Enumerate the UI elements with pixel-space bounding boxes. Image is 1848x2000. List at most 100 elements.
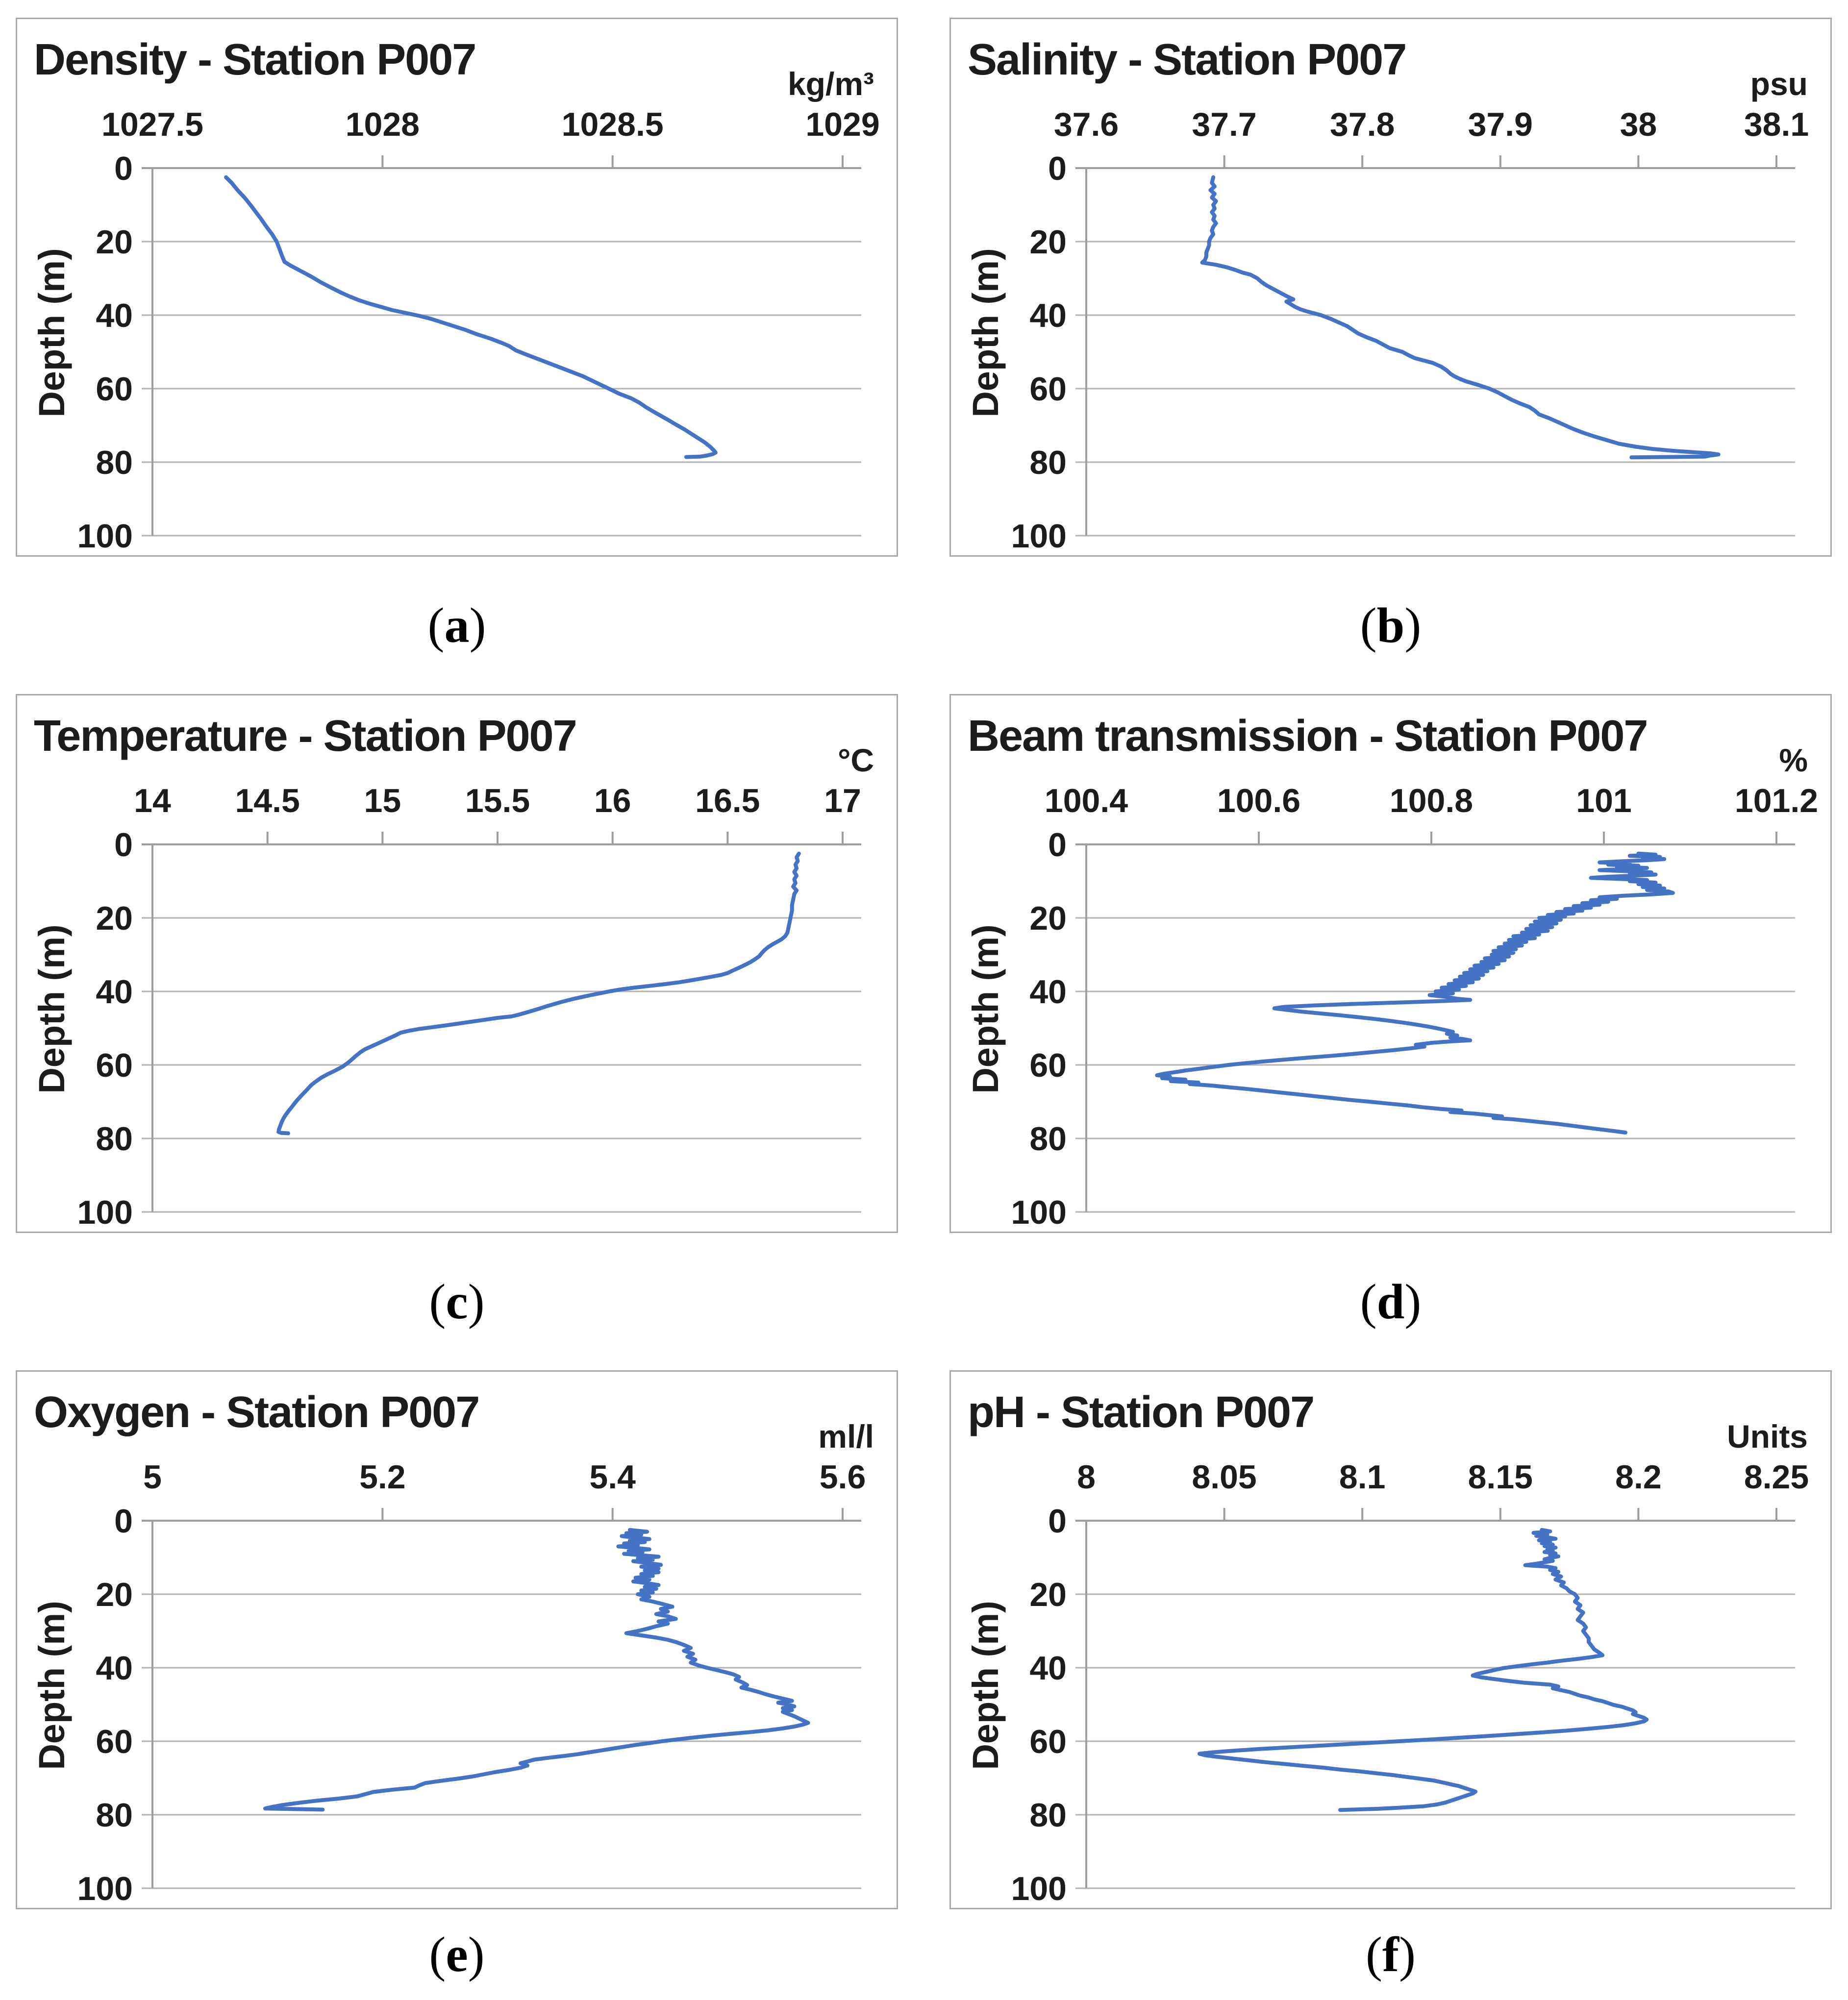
x-tick-label: 1028.5 — [562, 106, 664, 143]
x-tick-label: 8.2 — [1615, 1458, 1662, 1496]
x-tick-label: 101.2 — [1735, 782, 1818, 819]
salinity-plot: 37.6 37.7 37.8 37.9 38 38.1 0 20 40 60 80 100 Depth … — [965, 106, 1809, 555]
y-tick-label: 60 — [1029, 1723, 1067, 1760]
x-tick-label: 1028 — [346, 106, 420, 143]
unit-label-ph: Units — [1727, 1418, 1808, 1455]
caption-letter: d — [1376, 1274, 1405, 1330]
y-axis-title: Depth (m) — [965, 924, 1006, 1093]
y-axis-title: Depth (m) — [31, 924, 72, 1093]
caption-c: (c) — [16, 1233, 898, 1370]
caption-d: (d) — [949, 1233, 1832, 1370]
y-tick-label: 40 — [96, 297, 133, 334]
y-tick-label: 20 — [1029, 223, 1067, 261]
caption-e: (e) — [16, 1909, 898, 2000]
x-tick-label: 100.6 — [1217, 782, 1300, 819]
x-tick-label: 37.6 — [1054, 106, 1119, 143]
y-tick-label: 0 — [114, 826, 133, 864]
x-tick-label: 17 — [824, 782, 861, 819]
y-tick-label: 20 — [96, 900, 133, 937]
y-tick-label: 80 — [96, 444, 133, 481]
caption-paren: ( — [429, 1927, 446, 1982]
y-tick-label: 80 — [1029, 1120, 1067, 1158]
y-tick-label: 80 — [96, 1120, 133, 1158]
y-tick-label: 100 — [1011, 1870, 1067, 1907]
figure-cell-e: 5 5.2 5.4 5.6 0 20 40 60 80 100 Depth (m) Oxygen -… — [16, 1370, 898, 2000]
unit-label-oxygen: ml/l — [818, 1418, 874, 1455]
profile-line — [224, 175, 718, 459]
figure-cell-d: 100.4 100.6 100.8 101 101.2 0 20 40 60 80 100 Depth… — [949, 694, 1832, 1370]
y-axis-title: Depth (m) — [965, 1601, 1006, 1770]
caption-paren: ( — [429, 1274, 446, 1330]
unit-label-temperature: °C — [837, 742, 874, 778]
chart-panel-beam-transmission: 100.4 100.6 100.8 101 101.2 0 20 40 60 80 100 Depth… — [949, 694, 1832, 1233]
x-tick-label: 5.4 — [589, 1458, 636, 1496]
x-tick-label: 101 — [1576, 782, 1631, 819]
caption-paren: ( — [427, 597, 445, 653]
caption-letter: e — [446, 1927, 468, 1982]
figure-cell-a: 1027.5 1028 1028.5 1029 0 20 40 60 80 100 Depth (m… — [16, 18, 898, 694]
x-tick-label: 37.7 — [1192, 106, 1256, 143]
x-tick-label: 1027.5 — [101, 106, 203, 143]
caption-paren: ( — [1366, 1927, 1383, 1982]
y-tick-label: 40 — [1029, 973, 1067, 1011]
ph-plot: 8 8.05 8.1 8.15 8.2 8.25 0 20 40 60 80 100 Depth (m) — [965, 1458, 1809, 1907]
caption-letter: a — [444, 597, 470, 653]
x-tick-label: 8.25 — [1744, 1458, 1809, 1496]
figure-cell-c: 14 14.5 15 15.5 16 16.5 17 0 20 40 60 80 100 Depth (m… — [16, 694, 898, 1370]
x-tick-label: 15.5 — [465, 782, 530, 819]
caption-paren: ( — [1360, 1274, 1377, 1330]
y-tick-label: 60 — [1029, 1047, 1067, 1084]
unit-label-salinity: psu — [1750, 66, 1808, 102]
oxygen-plot: 5 5.2 5.4 5.6 0 20 40 60 80 100 Depth (m) — [31, 1458, 866, 1907]
caption-paren: ) — [1404, 597, 1422, 653]
chart-panel-oxygen: 5 5.2 5.4 5.6 0 20 40 60 80 100 Depth (m) Oxygen -… — [16, 1370, 898, 1909]
x-tick-label: 8.05 — [1192, 1458, 1256, 1496]
y-tick-label: 0 — [1048, 826, 1067, 864]
y-tick-label: 100 — [1011, 1194, 1067, 1231]
y-tick-label: 80 — [96, 1797, 133, 1834]
unit-label-density: kg/m³ — [787, 66, 874, 102]
caption-b: (b) — [949, 557, 1832, 694]
chart-panel-salinity: 37.6 37.7 37.8 37.9 38 38.1 0 20 40 60 80 100 Depth … — [949, 18, 1832, 557]
chart-panel-temperature: 14 14.5 15 15.5 16 16.5 17 0 20 40 60 80 100 Depth (m… — [16, 694, 898, 1233]
y-tick-label: 20 — [1029, 1576, 1067, 1613]
caption-f: (f) — [949, 1909, 1832, 2000]
y-tick-label: 100 — [77, 1870, 133, 1907]
y-tick-label: 0 — [1048, 1503, 1067, 1540]
chart-panel-density: 1027.5 1028 1028.5 1029 0 20 40 60 80 100 Depth (m… — [16, 18, 898, 557]
x-tick-label: 5.6 — [820, 1458, 866, 1496]
y-tick-label: 60 — [1029, 370, 1067, 408]
y-tick-label: 80 — [1029, 1797, 1067, 1834]
profile-line — [276, 851, 801, 1136]
y-tick-label: 100 — [1011, 518, 1067, 555]
x-tick-label: 38.1 — [1744, 106, 1809, 143]
x-tick-label: 5.2 — [359, 1458, 406, 1496]
x-tick-label: 37.9 — [1468, 106, 1533, 143]
y-tick-label: 0 — [114, 1503, 133, 1540]
chart-title-beam-transmission: Beam transmission - Station P007 — [968, 712, 1648, 761]
y-axis-title: Depth (m) — [31, 248, 72, 417]
x-tick-label: 8.1 — [1339, 1458, 1386, 1496]
y-tick-label: 20 — [1029, 900, 1067, 937]
y-axis-title: Depth (m) — [965, 248, 1006, 417]
y-tick-label: 0 — [1048, 150, 1067, 187]
beam-transmission-plot: 100.4 100.6 100.8 101 101.2 0 20 40 60 80 100 Depth… — [965, 782, 1818, 1231]
unit-label-beam-transmission: % — [1779, 742, 1808, 778]
y-tick-label: 100 — [77, 1194, 133, 1231]
caption-paren: ) — [1404, 1274, 1422, 1330]
profile-line — [1155, 851, 1675, 1135]
y-tick-label: 40 — [96, 1650, 133, 1687]
figure-cell-f: 8 8.05 8.1 8.15 8.2 8.25 0 20 40 60 80 100 Depth (m)… — [949, 1370, 1832, 2000]
temperature-plot: 14 14.5 15 15.5 16 16.5 17 0 20 40 60 80 100 Depth (m… — [31, 782, 861, 1231]
x-tick-label: 38 — [1620, 106, 1657, 143]
x-tick-label: 100.8 — [1390, 782, 1473, 819]
y-tick-label: 20 — [96, 1576, 133, 1613]
chart-title-ph: pH - Station P007 — [968, 1388, 1315, 1437]
caption-paren: ) — [1398, 1927, 1416, 1982]
chart-title-salinity: Salinity - Station P007 — [968, 35, 1407, 84]
y-tick-label: 100 — [77, 518, 133, 555]
chart-panel-ph: 8 8.05 8.1 8.15 8.2 8.25 0 20 40 60 80 100 Depth (m)… — [949, 1370, 1832, 1909]
caption-letter: b — [1376, 597, 1405, 653]
x-tick-label: 16.5 — [695, 782, 760, 819]
